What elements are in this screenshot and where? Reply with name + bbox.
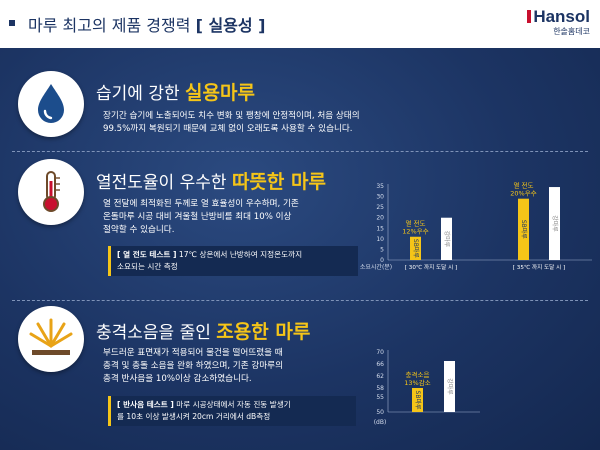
heat-test-label: [ 열 전도 테스트 ] [117,250,177,259]
logo-brand: Hansol [510,8,590,26]
section-moisture-body: 장기간 습기에 노출되어도 치수 변화 및 팽창에 안정적이며, 처음 상태의 … [103,110,360,136]
bar-series-label: 강마루 [551,215,559,232]
noise-test-line: [ 반사음 테스트 ] 마루 시공상태에서 자동 진동 발생기 [117,399,350,411]
bar [441,217,452,260]
bar-series-label: SB마루 [520,220,528,239]
logo-mark-icon [527,10,532,23]
section-noise-title-emphasis: 조용한 마루 [216,321,311,343]
thermometer-icon [18,159,84,225]
x-category-label: [ 35℃ 까지 도달 시 ] [513,263,565,271]
page-title-emphasis: [ 실용성 ] [195,16,266,35]
section-heat-line: 열 전달에 최적화된 두께로 열 효율성이 우수하며, 기존 [103,199,299,209]
water-drop-icon [18,71,84,137]
section-noise-line: 부드러운 표면재가 적용되어 물건을 떨어뜨렸을 때 [103,348,283,358]
header-bar: 마루 최고의 제품 경쟁력 [ 실용성 ] Hansol 한솔홈데코 [0,0,600,48]
section-divider [12,300,588,301]
bar-annotation: 열 전도 [405,219,425,228]
heat-test-line: 소요되는 시간 측정 [117,262,178,271]
page-title: 마루 최고의 제품 경쟁력 [ 실용성 ] [28,12,266,36]
impact-icon [18,306,84,372]
bar [518,198,529,260]
section-noise-body: 부드러운 표면재가 적용되어 물건을 떨어뜨렸을 때 충격 및 충돌 소음을 완… [103,347,283,386]
x-category-label: [ 30℃ 까지 도달 시 ] [405,263,457,271]
y-tick-label: 55 [376,394,384,401]
y-axis-label: 소요시간(분) [360,263,392,271]
bar-annotation: 충격소음 [406,370,430,379]
section-heat-body: 열 전달에 최적화된 두께로 열 효율성이 우수하며, 기존 온돌마루 시공 대… [103,198,299,237]
bar-series-label: SB마루 [412,239,420,258]
title-bullet [9,20,15,26]
y-tick-label: 50 [376,409,384,416]
section-moisture-line: 99.5%까지 복원되기 때문에 교체 없이 오래도록 사용할 수 있습니다. [103,124,353,134]
section-heat-line: 온돌마루 시공 대비 겨울철 난방비를 최대 10% 이상 [103,212,292,222]
bar [549,187,560,260]
bar-annotation: 열 전도 [513,181,533,190]
noise-test-line: 를 10초 이상 발생시켜 20cm 거리에서 dB측정 [117,412,271,421]
bar-series-label: SB마루 [414,391,422,410]
section-noise-title: 충격소음을 줄인 조용한 마루 [96,317,310,344]
bar [410,236,421,260]
y-tick-label: 5 [380,246,384,253]
section-divider [12,151,588,152]
y-tick-label: 10 [376,236,384,243]
bar-annotation: 13%감소 [404,379,430,387]
section-noise-line: 충격 및 충돌 소음을 완화 하였으며, 기존 강마루의 [103,361,283,371]
section-moisture-line: 장기간 습기에 노출되어도 치수 변화 및 팽창에 안정적이며, 처음 상태의 [103,111,360,121]
y-tick-label: 62 [376,373,384,380]
logo-brand-text: Hansol [533,7,590,26]
heat-test-text: 17℃ 상온에서 난방하여 지정온도까지 [178,250,303,259]
section-heat-line: 절약할 수 있습니다. [103,225,175,235]
y-tick-label: 15 [376,225,384,232]
bar [444,361,455,412]
section-moisture-title-emphasis: 실용마루 [185,82,255,104]
logo: Hansol 한솔홈데코 [510,8,590,42]
y-tick-label: 35 [376,183,384,190]
section-heat-title: 열전도율이 우수한 따뜻한 마루 [96,167,326,194]
section-heat-title-emphasis: 따뜻한 마루 [231,171,326,193]
section-noise-line: 충격 반사음을 10%이상 감소하였습니다. [103,374,252,384]
bar-series-label: 강마루 [443,231,451,248]
noise-test-note: [ 반사음 테스트 ] 마루 시공상태에서 자동 진동 발생기 를 10초 이상… [108,396,356,426]
y-tick-label: 20 [376,215,384,222]
y-tick-label: 0 [380,257,384,264]
page-title-text: 마루 최고의 제품 경쟁력 [28,16,191,35]
y-tick-label: 25 [376,204,384,211]
bar-series-label: 강마루 [446,378,454,395]
section-moisture-title: 습기에 강한 실용마루 [96,78,255,105]
bar [412,388,423,412]
y-tick-label: 70 [376,349,384,356]
heat-test-note: [ 열 전도 테스트 ] 17℃ 상온에서 난방하여 지정온도까지 소요되는 시… [108,246,358,276]
logo-subtitle: 한솔홈데코 [553,27,590,36]
y-tick-label: 58 [376,385,384,392]
noise-test-text: 마루 시공상태에서 자동 진동 발생기 [176,400,291,409]
noise-test-label: [ 반사음 테스트 ] [117,400,174,409]
y-axis-label: (dB) [374,419,387,426]
y-tick-label: 66 [376,361,384,368]
bar-annotation: 12%우수 [402,228,428,236]
section-moisture-title-text: 습기에 강한 [96,84,180,104]
heat-test-line: [ 열 전도 테스트 ] 17℃ 상온에서 난방하여 지정온도까지 [117,249,352,261]
bar-annotation: 20%우수 [510,190,536,198]
section-heat-title-text: 열전도율이 우수한 [96,173,227,193]
y-tick-label: 30 [376,194,384,201]
section-noise-title-text: 충격소음을 줄인 [96,323,211,343]
